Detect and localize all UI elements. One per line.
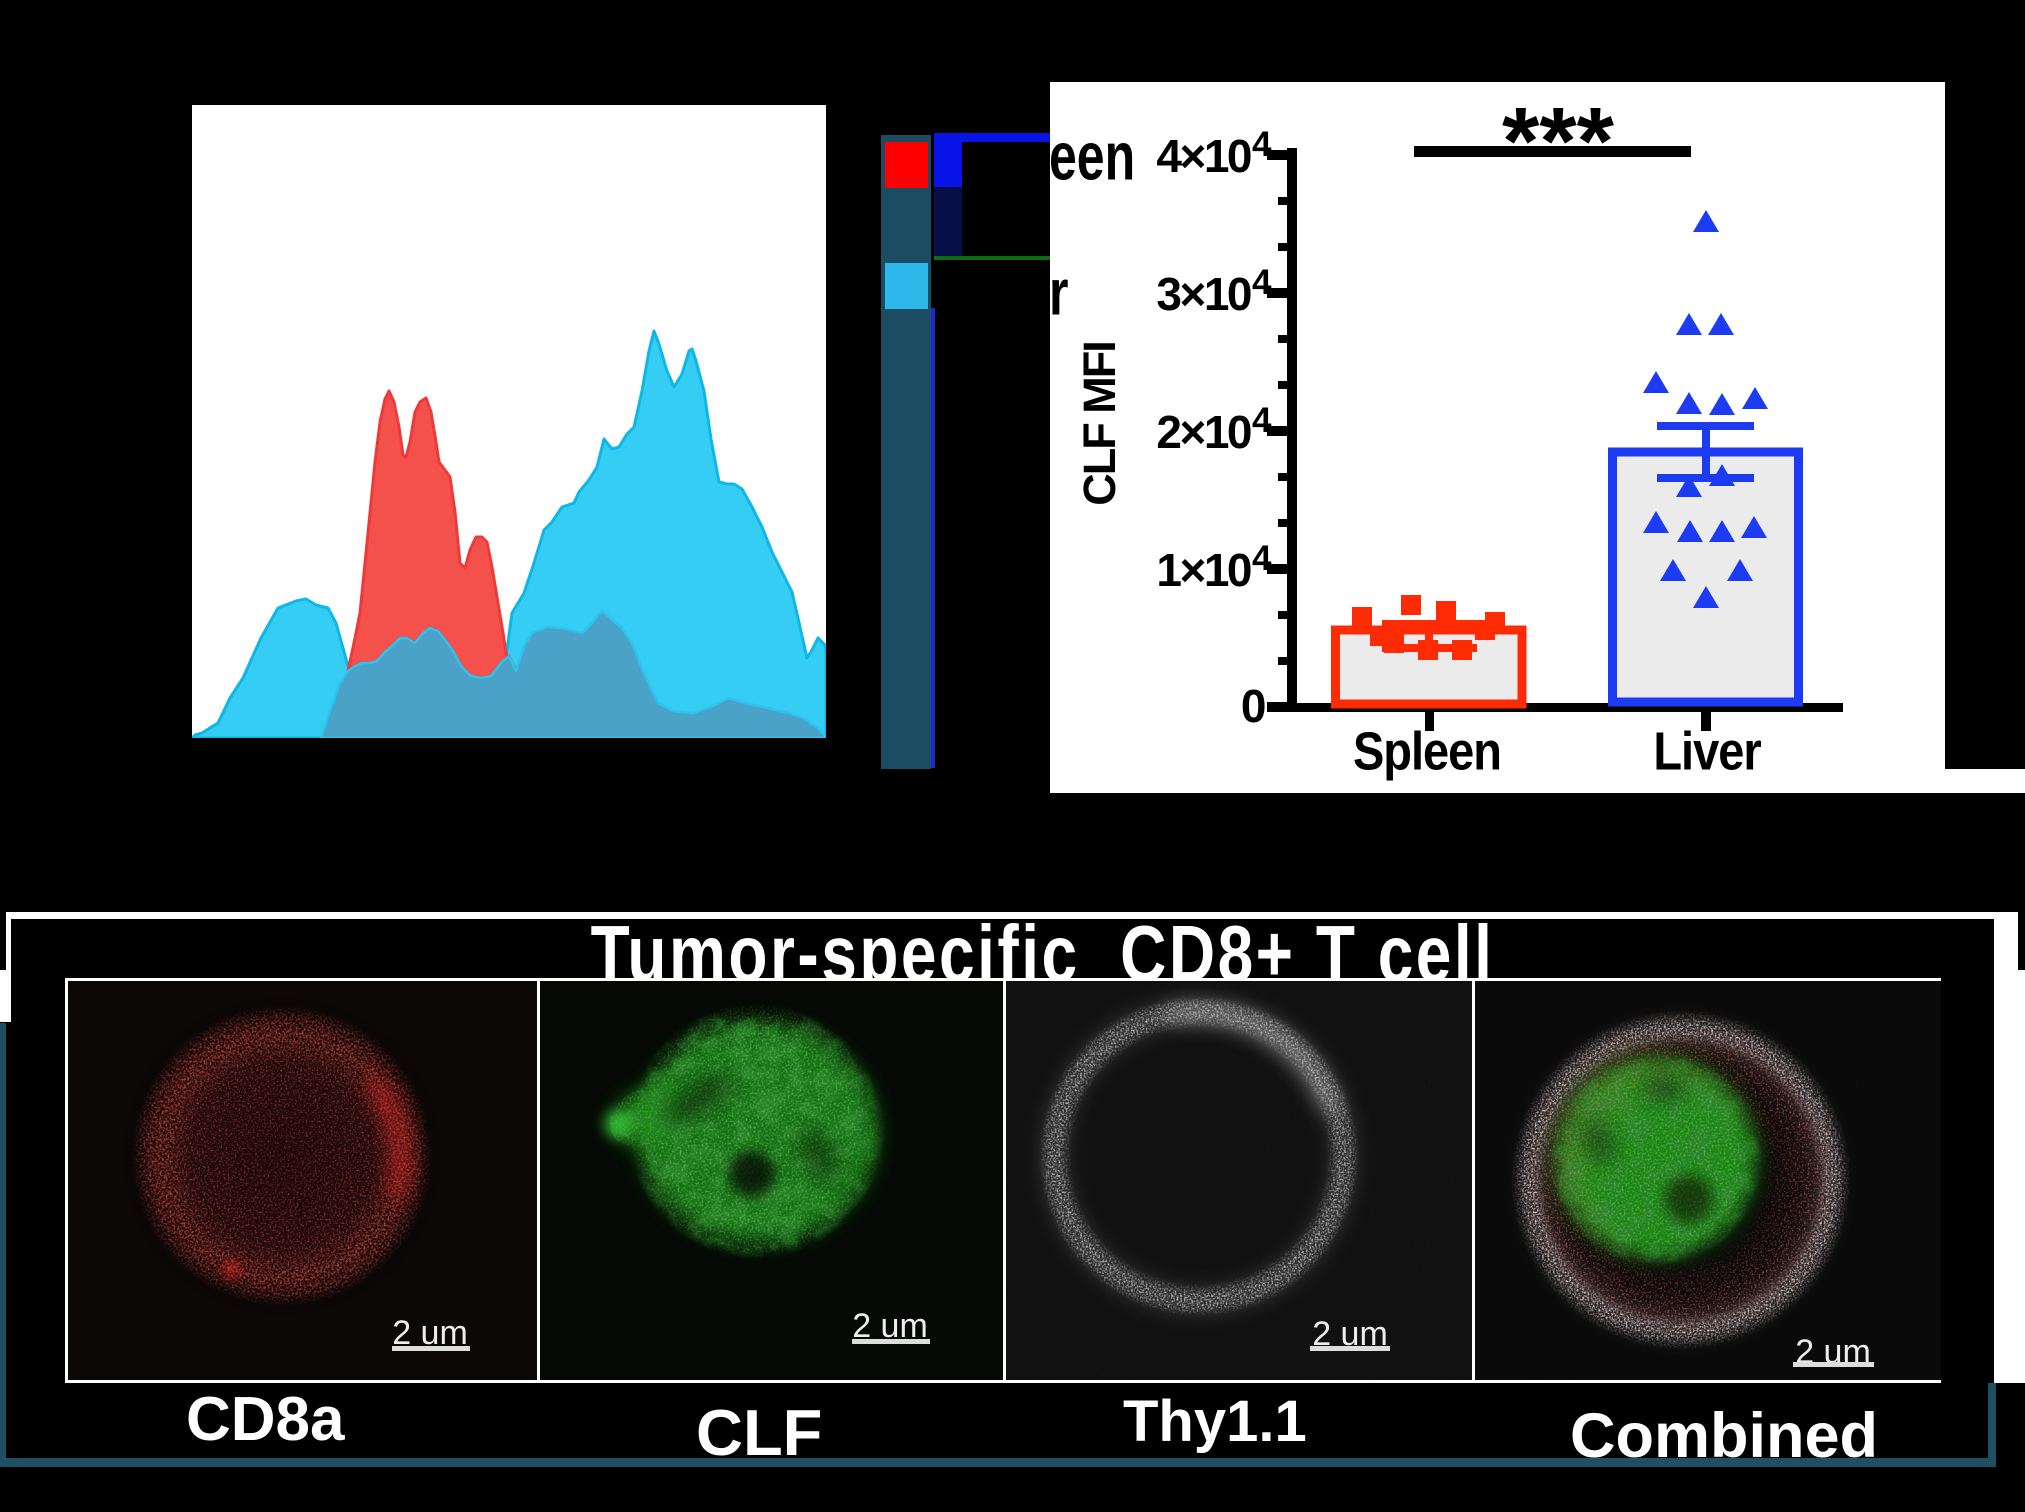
svg-text:4: 4 [1252, 539, 1272, 578]
svg-text:CLF MFI: CLF MFI [1074, 342, 1125, 505]
svg-text:4: 4 [1252, 263, 1272, 302]
svg-text:3×10: 3×10 [1156, 268, 1251, 320]
svg-text:4×10: 4×10 [1156, 130, 1251, 182]
svg-text:1×10: 1×10 [1156, 544, 1251, 596]
svg-text:4: 4 [1252, 125, 1272, 164]
svg-text:0: 0 [1241, 680, 1265, 732]
svg-text:4: 4 [1252, 401, 1272, 440]
svg-text:2×10: 2×10 [1156, 406, 1251, 458]
svg-text:***: *** [1502, 88, 1615, 195]
svg-text:Spleen: Spleen [1353, 721, 1501, 782]
svg-text:Liver: Liver [1653, 721, 1761, 782]
